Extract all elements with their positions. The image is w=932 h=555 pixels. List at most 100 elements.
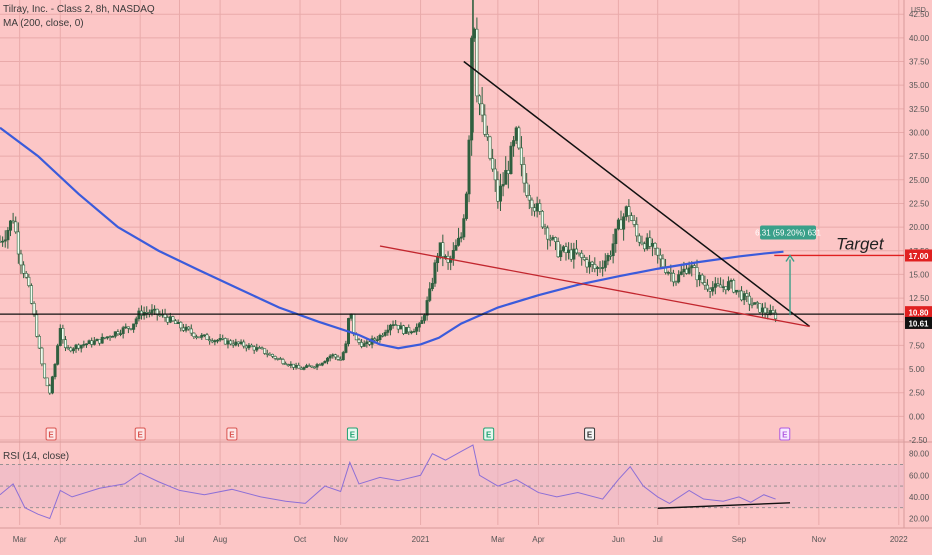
candle-body xyxy=(407,327,411,333)
candle xyxy=(658,248,662,268)
candle xyxy=(480,87,484,123)
candle xyxy=(171,315,175,322)
candle-body xyxy=(480,103,484,116)
candle-body xyxy=(189,328,193,334)
candle-body xyxy=(223,338,227,345)
candle xyxy=(509,141,513,175)
time-tick-label: Aug xyxy=(213,535,227,544)
candle xyxy=(6,227,10,249)
time-axis: Mar Apr Jun Jul Aug Oct Nov 2021 Mar Apr Jun Jul Sep… xyxy=(13,535,908,544)
candle xyxy=(491,148,495,172)
earnings-marker-box xyxy=(45,427,57,441)
candle-body xyxy=(333,354,337,358)
candle-body xyxy=(19,253,23,266)
candle-body xyxy=(124,326,128,329)
candle xyxy=(378,333,382,343)
candle xyxy=(436,252,440,272)
price-tick-label: 15.00 xyxy=(909,270,930,279)
candle-body xyxy=(695,267,699,281)
candle-body xyxy=(590,261,594,265)
time-tick-label: Jul xyxy=(653,535,663,544)
candle-body xyxy=(501,184,505,187)
candle-body xyxy=(291,363,295,368)
candle-body xyxy=(614,228,618,245)
candle xyxy=(512,135,516,157)
candle-body xyxy=(192,332,196,337)
candle xyxy=(459,232,463,243)
candle xyxy=(527,184,531,210)
candle-body xyxy=(360,342,364,347)
candle xyxy=(312,366,316,369)
candle-body xyxy=(519,147,523,165)
candle-body xyxy=(548,238,552,241)
candle-body xyxy=(32,303,36,316)
candle-body xyxy=(551,237,555,240)
candle xyxy=(29,283,33,305)
candle xyxy=(302,366,306,371)
candle-body xyxy=(493,168,497,181)
time-tick-label: Apr xyxy=(54,535,67,544)
candle-body xyxy=(443,255,447,258)
candle-body xyxy=(171,316,175,322)
candle-body xyxy=(394,324,398,326)
candle xyxy=(758,303,762,314)
candle xyxy=(430,277,434,292)
candle xyxy=(556,237,560,258)
candle-body xyxy=(561,246,565,251)
candle-body xyxy=(58,328,62,346)
candle-body xyxy=(661,258,665,268)
candle-body xyxy=(341,352,345,361)
time-tick-label: Mar xyxy=(13,535,27,544)
candle xyxy=(637,233,641,247)
candle-body xyxy=(755,302,759,305)
rsi-legend[interactable]: RSI (14, close) xyxy=(3,451,70,462)
candle-body xyxy=(145,311,149,314)
candle-body xyxy=(533,207,537,212)
candle-body xyxy=(611,243,615,257)
candle xyxy=(310,365,314,369)
rsi-tick-label: 20.00 xyxy=(909,515,930,524)
candle-body xyxy=(391,324,395,326)
candle-body xyxy=(215,339,219,342)
earnings-marker: E xyxy=(134,427,146,441)
candle-body xyxy=(6,230,10,241)
candle xyxy=(315,362,319,371)
candle-body xyxy=(11,220,15,223)
candle-body xyxy=(506,170,510,174)
candle-body xyxy=(441,242,445,257)
candle-body xyxy=(381,335,385,337)
candle-body xyxy=(166,317,170,323)
candle-body xyxy=(467,139,471,195)
price-tick-label: 42.50 xyxy=(909,10,930,19)
candle-body xyxy=(538,203,542,212)
candle-body xyxy=(674,281,678,284)
candle-body xyxy=(582,257,586,260)
candle-body xyxy=(71,348,75,352)
candle-body xyxy=(29,285,33,304)
candle-body xyxy=(572,248,576,260)
ma-legend[interactable]: MA (200, close, 0) xyxy=(3,18,84,29)
candle xyxy=(543,223,547,235)
candle-body xyxy=(339,359,343,361)
symbol-legend[interactable]: Tilray, Inc. - Class 2, 8h, NASDAQ xyxy=(3,4,155,15)
candle-body xyxy=(420,320,424,324)
rsi-tick-label: 60.00 xyxy=(909,471,930,480)
candle-body xyxy=(213,340,217,343)
candle xyxy=(653,242,657,256)
candle-body xyxy=(113,331,117,337)
candle-body xyxy=(643,243,647,250)
target-price-tag-text: 17.00 xyxy=(908,252,929,261)
candle-body xyxy=(205,334,209,340)
candle xyxy=(16,222,20,264)
candle xyxy=(433,259,437,287)
candle xyxy=(493,159,497,192)
candle xyxy=(48,383,52,395)
candle-body xyxy=(580,252,584,258)
candle xyxy=(677,270,681,284)
candle-body xyxy=(774,312,778,320)
candle-body xyxy=(74,344,78,350)
candle xyxy=(250,343,254,348)
